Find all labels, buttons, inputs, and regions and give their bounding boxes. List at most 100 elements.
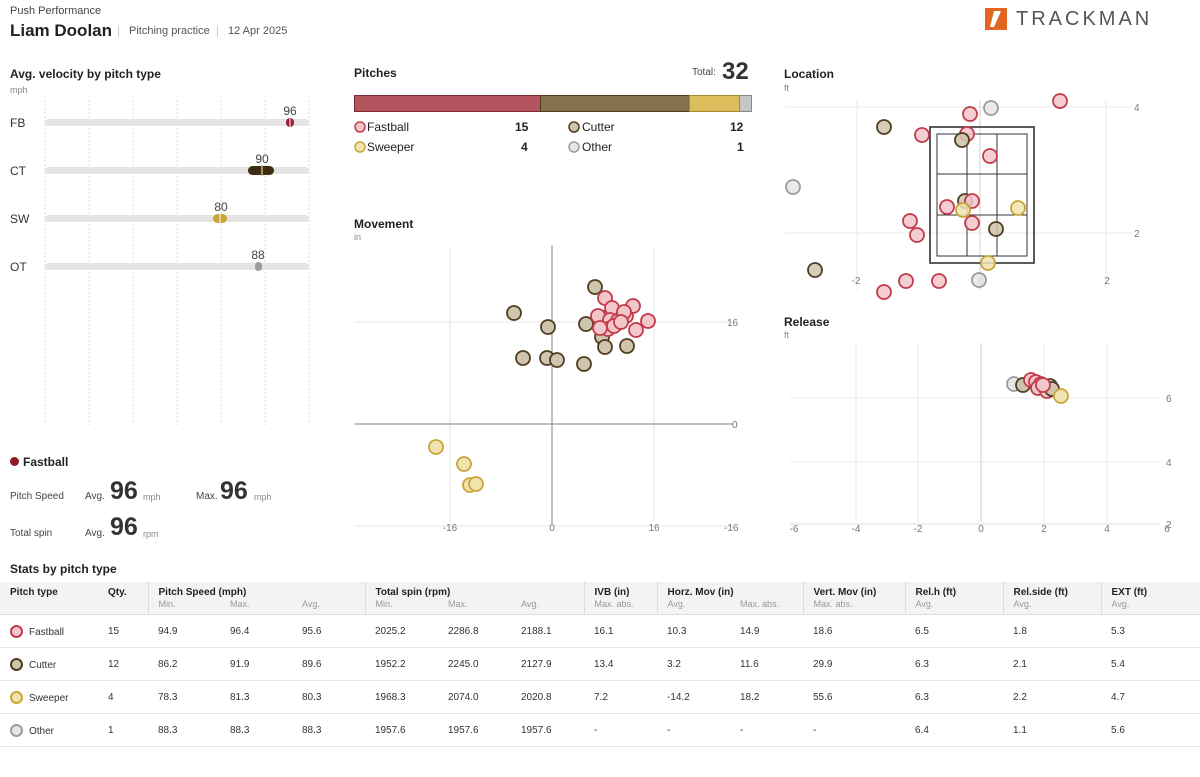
rel-h-cell: 6.5 <box>905 614 1003 648</box>
stats-header-ext[interactable]: EXT (ft) <box>1100 582 1200 599</box>
velocity-track-fb <box>45 119 309 126</box>
movement-xtick-neg16: -16 <box>443 523 458 534</box>
legend-cutter-label: Cutter <box>582 120 615 134</box>
other-type-icon <box>10 723 23 737</box>
pitch-mix-fastball <box>354 95 541 112</box>
stats-header-total-spin[interactable]: Total spin (rpm) <box>364 582 584 599</box>
fastball-pitch-marker <box>898 273 914 289</box>
stats-sub-avg: Avg. <box>511 599 584 615</box>
fastball-pitch-marker <box>902 213 918 229</box>
rel-side-cell: 1.8 <box>1003 614 1101 648</box>
cutter-pitch-marker <box>578 316 594 332</box>
location-xtick-neg2: -2 <box>852 276 861 287</box>
rel-side-cell: 2.2 <box>1003 680 1101 714</box>
pitches-total-label: Total: <box>692 67 716 78</box>
release-xtick-neg4: -4 <box>852 524 861 535</box>
speed-avg-cell: 80.3 <box>292 680 365 714</box>
session-date: 12 Apr 2025 <box>217 25 287 37</box>
table-row: Sweeper 4 78.3 81.3 80.3 1968.3 2074.0 2… <box>0 680 1200 714</box>
trackman-logo-icon <box>985 8 1007 30</box>
sweeper-pitch-marker <box>428 439 444 455</box>
velocity-title: Avg. velocity by pitch type <box>10 67 161 81</box>
pitch-type-cell: Other <box>0 713 98 747</box>
stats-sub-avg: Avg. <box>1100 599 1200 615</box>
release-ytick-4: 4 <box>1166 458 1172 469</box>
cutter-pitch-marker <box>597 339 613 355</box>
legend-cutter-count: 12 <box>730 120 744 134</box>
cutter-pitch-marker <box>954 132 970 148</box>
stats-sub-max-abs: Max. abs. <box>802 599 905 615</box>
rel-side-cell: 2.1 <box>1003 647 1101 681</box>
total-spin-avg-value: 96 <box>110 513 138 541</box>
movement-ytick-16: 16 <box>727 318 739 329</box>
horz-mov-avg-cell: -14.2 <box>657 680 730 714</box>
legend-sweeper-label: Sweeper <box>367 140 415 154</box>
stats-header-pitch-speed[interactable]: Pitch Speed (mph) <box>147 582 365 599</box>
speed-avg-cell: 89.6 <box>292 647 365 681</box>
spin-min-cell: 2025.2 <box>365 614 438 648</box>
rel-side-cell: 1.1 <box>1003 713 1101 747</box>
cutter-type-icon <box>10 657 23 671</box>
table-row: Cutter 12 86.2 91.9 89.6 1952.2 2245.0 2… <box>0 647 1200 681</box>
pitch-speed-max-unit: mph <box>254 492 272 502</box>
stats-sub-avg: Avg. <box>1002 599 1101 615</box>
velocity-value-sw: 80 <box>214 200 228 214</box>
vert-mov-cell: 55.6 <box>803 680 905 714</box>
spin-max-cell: 2245.0 <box>438 647 511 681</box>
spin-avg-cell: 2127.9 <box>511 647 584 681</box>
pitch-mix-cutter <box>540 95 690 112</box>
stats-header-pitch-type[interactable]: Pitch type <box>0 582 98 599</box>
release-xtick-neg2: -2 <box>914 524 923 535</box>
spin-avg-cell: 1957.6 <box>511 713 584 747</box>
qty-cell: 1 <box>98 713 148 747</box>
movement-ytick-0: 0 <box>732 420 738 431</box>
legend-sweeper-dot <box>354 141 366 153</box>
stats-title: Stats by pitch type <box>10 562 117 576</box>
brand-name: Push Performance <box>10 5 102 17</box>
total-spin-avg-label: Avg. <box>85 528 105 539</box>
stats-sub-min: Min. <box>364 599 438 615</box>
release-xtick-0: 0 <box>978 524 984 535</box>
fastball-pitch-marker <box>964 215 980 231</box>
qty-cell: 12 <box>98 647 148 681</box>
cutter-pitch-marker <box>549 352 565 368</box>
location-unit: ft <box>784 83 790 93</box>
legend-cutter-dot <box>568 121 580 133</box>
stats-header-vert-mov[interactable]: Vert. Mov (in) <box>802 582 905 599</box>
velocity-track-sw <box>45 215 309 222</box>
vert-mov-cell: 18.6 <box>803 614 905 648</box>
sweeper-pitch-marker <box>468 476 484 492</box>
ivb-cell: 13.4 <box>584 647 657 681</box>
velocity-range-ot <box>255 262 262 271</box>
fastball-pitch-marker <box>640 313 656 329</box>
stats-header-horz-mov[interactable]: Horz. Mov (in) <box>656 582 803 599</box>
qty-cell: 4 <box>98 680 148 714</box>
pitch-speed-avg-label: Avg. <box>85 491 105 502</box>
pitch-speed-avg-unit: mph <box>143 492 161 502</box>
horz-mov-max-cell: 11.6 <box>730 647 803 681</box>
table-row: Fastball 15 94.9 96.4 95.6 2025.2 2286.8… <box>0 614 1200 648</box>
fastball-type-icon <box>10 624 23 638</box>
pitch-speed-max-label: Max. <box>196 491 218 502</box>
stats-header-ivb[interactable]: IVB (in) <box>583 582 657 599</box>
horz-mov-avg-cell: 3.2 <box>657 647 730 681</box>
velocity-label-ct: CT <box>10 164 27 178</box>
pitch-speed-avg-value: 96 <box>110 477 138 505</box>
pitch-legend-swatches <box>354 121 580 153</box>
pitch-type-cell: Cutter <box>0 647 98 681</box>
legend-sweeper-count: 4 <box>521 140 528 154</box>
velocity-track-ot <box>45 263 309 270</box>
pitch-type-cell: Fastball <box>0 614 98 648</box>
cutter-pitch-marker <box>540 319 556 335</box>
vert-mov-cell: 29.9 <box>803 647 905 681</box>
athlete-name: Liam Doolan <box>10 21 113 40</box>
ext-cell: 4.7 <box>1101 680 1200 714</box>
fastball-pitch-marker <box>1035 377 1051 393</box>
fastball-pitch-marker <box>982 148 998 164</box>
cutter-pitch-marker <box>876 119 892 135</box>
stats-header-qty[interactable]: Qty. <box>98 582 148 599</box>
stats-header-rel-side[interactable]: Rel.side (ft) <box>1002 582 1101 599</box>
stats-header-rel-h[interactable]: Rel.h (ft) <box>904 582 1003 599</box>
movement-xtick-16: 16 <box>648 523 660 534</box>
speed-max-cell: 96.4 <box>220 614 292 648</box>
